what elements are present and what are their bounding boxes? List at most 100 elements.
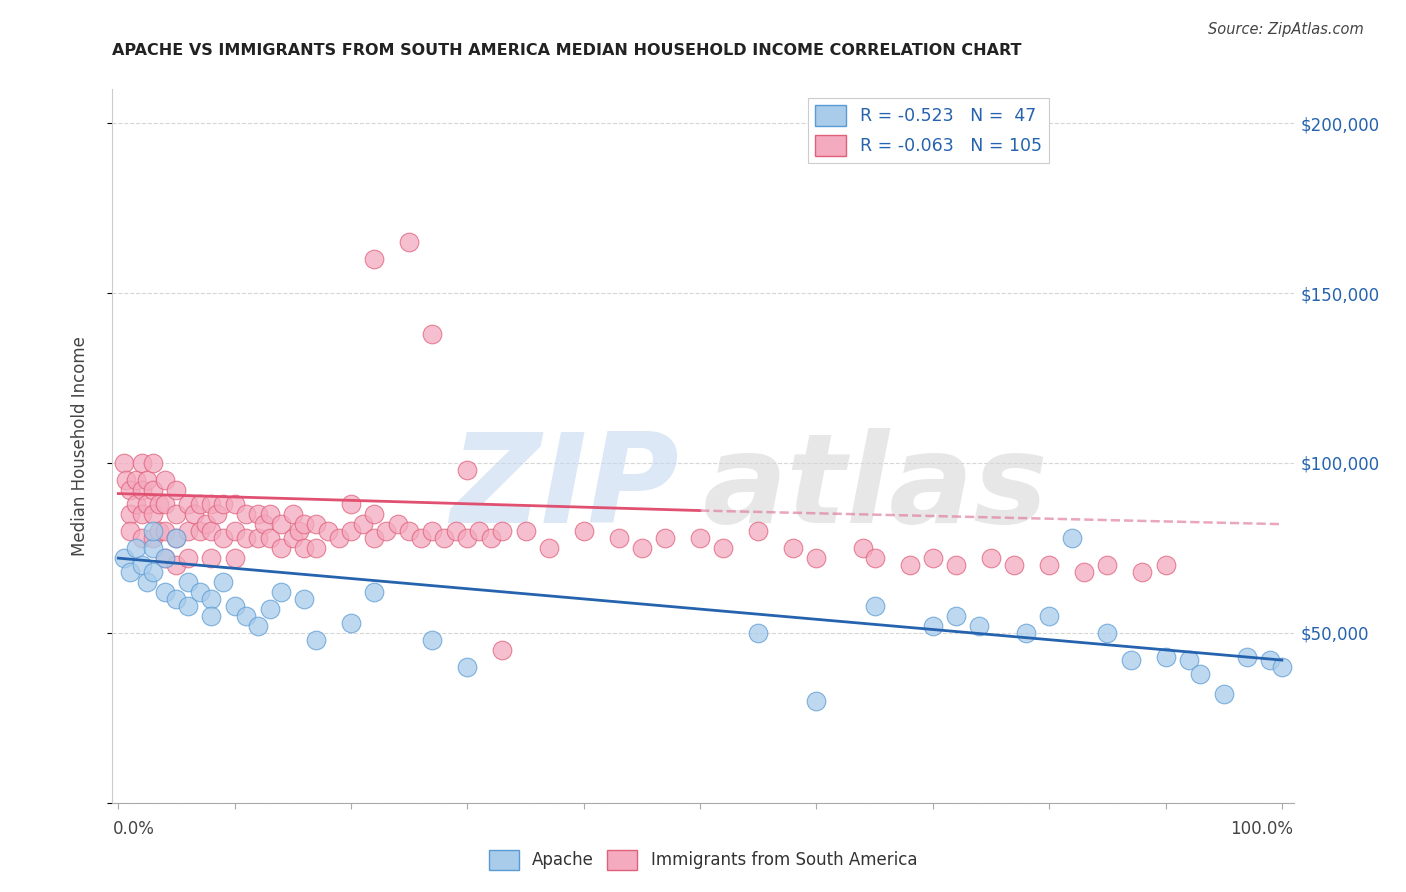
Point	[1038, 608, 1060, 623]
Point	[212, 574, 235, 589]
Point	[1154, 649, 1177, 664]
Point	[131, 507, 153, 521]
Text: 100.0%: 100.0%	[1230, 820, 1294, 838]
Text: atlas: atlas	[703, 428, 1049, 549]
Point	[363, 507, 385, 521]
Point	[352, 517, 374, 532]
Point	[468, 524, 491, 538]
Point	[456, 463, 478, 477]
Point	[136, 497, 159, 511]
Point	[270, 517, 292, 532]
Point	[224, 497, 246, 511]
Point	[1002, 558, 1025, 572]
Point	[153, 551, 176, 566]
Point	[259, 531, 281, 545]
Point	[112, 551, 135, 566]
Point	[118, 524, 141, 538]
Point	[456, 660, 478, 674]
Point	[148, 524, 170, 538]
Point	[374, 524, 396, 538]
Point	[200, 551, 222, 566]
Point	[270, 585, 292, 599]
Point	[1189, 666, 1212, 681]
Point	[945, 558, 967, 572]
Point	[224, 599, 246, 613]
Point	[340, 615, 363, 630]
Point	[281, 507, 304, 521]
Point	[898, 558, 921, 572]
Point	[607, 531, 630, 545]
Point	[363, 252, 385, 266]
Point	[142, 541, 165, 555]
Text: 0.0%: 0.0%	[112, 820, 155, 838]
Point	[747, 524, 769, 538]
Point	[166, 507, 188, 521]
Point	[1038, 558, 1060, 572]
Point	[921, 551, 943, 566]
Point	[136, 574, 159, 589]
Point	[259, 507, 281, 521]
Point	[305, 541, 328, 555]
Point	[747, 626, 769, 640]
Point	[363, 585, 385, 599]
Point	[433, 531, 456, 545]
Point	[456, 531, 478, 545]
Point	[422, 326, 444, 341]
Point	[125, 473, 148, 487]
Point	[1015, 626, 1038, 640]
Point	[281, 531, 304, 545]
Point	[294, 541, 316, 555]
Point	[294, 591, 316, 606]
Point	[852, 541, 875, 555]
Point	[131, 456, 153, 470]
Point	[153, 585, 176, 599]
Point	[200, 591, 222, 606]
Point	[270, 541, 292, 555]
Point	[177, 524, 200, 538]
Point	[387, 517, 409, 532]
Point	[479, 531, 502, 545]
Text: ZIP: ZIP	[451, 428, 679, 549]
Point	[166, 531, 188, 545]
Point	[188, 585, 211, 599]
Point	[177, 599, 200, 613]
Point	[491, 643, 513, 657]
Point	[153, 473, 176, 487]
Point	[112, 456, 135, 470]
Point	[806, 694, 828, 708]
Point	[1097, 558, 1119, 572]
Point	[166, 558, 188, 572]
Point	[1258, 653, 1281, 667]
Point	[491, 524, 513, 538]
Point	[188, 524, 211, 538]
Point	[177, 551, 200, 566]
Point	[294, 517, 316, 532]
Point	[200, 608, 222, 623]
Y-axis label: Median Household Income: Median Household Income	[70, 336, 89, 556]
Point	[142, 531, 165, 545]
Point	[212, 531, 235, 545]
Point	[328, 531, 350, 545]
Point	[142, 565, 165, 579]
Point	[259, 602, 281, 616]
Point	[316, 524, 339, 538]
Point	[515, 524, 537, 538]
Point	[863, 599, 886, 613]
Point	[235, 507, 257, 521]
Point	[422, 632, 444, 647]
Point	[806, 551, 828, 566]
Point	[205, 507, 228, 521]
Point	[969, 619, 991, 633]
Point	[689, 531, 711, 545]
Point	[654, 531, 676, 545]
Text: Source: ZipAtlas.com: Source: ZipAtlas.com	[1208, 22, 1364, 37]
Point	[125, 497, 148, 511]
Point	[148, 497, 170, 511]
Point	[200, 497, 222, 511]
Legend: Apache, Immigrants from South America: Apache, Immigrants from South America	[482, 843, 924, 877]
Point	[409, 531, 432, 545]
Point	[537, 541, 560, 555]
Point	[177, 574, 200, 589]
Point	[142, 456, 165, 470]
Point	[235, 608, 257, 623]
